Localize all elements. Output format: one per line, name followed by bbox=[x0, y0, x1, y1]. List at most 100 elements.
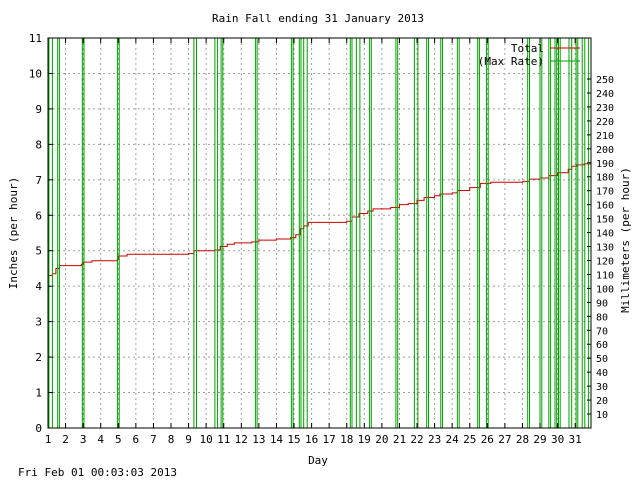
max-rate-spike bbox=[193, 38, 197, 428]
max-rate-spike bbox=[477, 38, 480, 428]
chart-title: Rain Fall ending 31 January 2013 bbox=[212, 12, 424, 25]
x-tick-label: 31 bbox=[569, 433, 582, 446]
y2-tick-label: 200 bbox=[596, 145, 614, 156]
y2-tick-label: 40 bbox=[596, 368, 608, 379]
y-tick-label: 4 bbox=[35, 280, 42, 293]
x-tick-label: 28 bbox=[516, 433, 529, 446]
max-rate-spike bbox=[539, 38, 543, 428]
x-tick-label: 18 bbox=[340, 433, 353, 446]
x-tick-label: 24 bbox=[446, 433, 460, 446]
x-tick-label: 12 bbox=[235, 433, 248, 446]
total-series bbox=[48, 161, 592, 276]
y2-tick-label: 220 bbox=[596, 117, 614, 128]
axis-ticks: 1 2 3 4 5 6 7 8 9 10 11 12 13 14 15 16 17 18 19 20 21 22 23 24 2… bbox=[29, 32, 614, 446]
y2-tick-label: 120 bbox=[596, 256, 614, 267]
legend: Total (Max Rate) bbox=[478, 42, 580, 68]
max-rate-spike bbox=[558, 38, 561, 428]
x-tick-label: 21 bbox=[393, 433, 406, 446]
y2-tick-label: 240 bbox=[596, 89, 614, 100]
max-rate-spike bbox=[48, 38, 53, 428]
max-rate-spike bbox=[349, 38, 353, 428]
max-rate-spike bbox=[575, 38, 579, 428]
y2-tick-label: 100 bbox=[596, 284, 614, 295]
y2-tick-label: 150 bbox=[596, 215, 614, 226]
max-rate-spike bbox=[395, 38, 399, 428]
y-tick-label: 2 bbox=[35, 351, 42, 364]
x-tick-label: 25 bbox=[463, 433, 476, 446]
x-tick-label: 30 bbox=[551, 433, 564, 446]
grid-layer bbox=[48, 38, 591, 428]
max-rate-spike bbox=[554, 38, 558, 428]
y-tick-label: 5 bbox=[35, 245, 42, 258]
y2-tick-label: 20 bbox=[596, 396, 608, 407]
timestamp: Fri Feb 01 00:03:03 2013 bbox=[18, 466, 177, 479]
y-tick-label: 0 bbox=[35, 422, 42, 435]
max-rate-spike bbox=[214, 38, 219, 428]
x-tick-label: 14 bbox=[270, 433, 284, 446]
y2-tick-label: 180 bbox=[596, 173, 614, 184]
x-tick-label: 9 bbox=[185, 433, 192, 446]
x-tick-label: 5 bbox=[115, 433, 122, 446]
max-rate-spike bbox=[413, 38, 419, 428]
x-tick-label: 15 bbox=[287, 433, 300, 446]
x-tick-label: 2 bbox=[62, 433, 69, 446]
x-tick-label: 4 bbox=[97, 433, 104, 446]
x-tick-label: 29 bbox=[533, 433, 546, 446]
y-tick-label: 10 bbox=[29, 67, 42, 80]
y2-tick-label: 70 bbox=[596, 326, 608, 337]
y-axis-label: Inches (per hour) bbox=[7, 177, 20, 290]
max-rate-spike bbox=[485, 38, 489, 428]
x-tick-label: 13 bbox=[252, 433, 265, 446]
y2-tick-label: 60 bbox=[596, 340, 608, 351]
max-rate-spike bbox=[568, 38, 573, 428]
y-tick-label: 7 bbox=[35, 174, 42, 187]
legend-total-label: Total bbox=[511, 42, 544, 55]
y2-tick-label: 170 bbox=[596, 187, 614, 198]
y2-tick-label: 250 bbox=[596, 75, 614, 86]
y2-tick-label: 30 bbox=[596, 382, 608, 393]
y2-tick-label: 50 bbox=[596, 354, 608, 365]
y2-tick-label: 160 bbox=[596, 201, 614, 212]
max-rate-spike bbox=[57, 38, 60, 428]
plot-frame bbox=[47, 37, 592, 429]
y2-tick-label: 230 bbox=[596, 103, 614, 114]
max-rate-spike bbox=[440, 38, 443, 428]
y2-tick-label: 90 bbox=[596, 298, 608, 309]
max-rate-spike bbox=[303, 38, 308, 428]
y2-tick-label: 190 bbox=[596, 159, 614, 170]
max-rate-spike bbox=[220, 38, 224, 428]
y2-tick-label: 10 bbox=[596, 410, 608, 421]
max-rate-spike bbox=[548, 38, 552, 428]
x-tick-label: 7 bbox=[150, 433, 157, 446]
max-rate-spike bbox=[290, 38, 294, 428]
y-tick-label: 11 bbox=[29, 32, 42, 45]
y2-tick-label: 80 bbox=[596, 312, 608, 323]
x-tick-label: 16 bbox=[305, 433, 318, 446]
max-rate-spike bbox=[369, 38, 372, 428]
total-line bbox=[48, 161, 592, 276]
max-rate-spike bbox=[581, 38, 586, 428]
x-tick-label: 22 bbox=[410, 433, 423, 446]
x-axis-label: Day bbox=[308, 454, 328, 467]
max-rate-spike bbox=[426, 38, 429, 428]
max-rate-spike bbox=[456, 38, 460, 428]
max-rate-spike bbox=[527, 38, 530, 428]
x-tick-label: 23 bbox=[428, 433, 441, 446]
max-rate-spike bbox=[355, 38, 361, 428]
x-tick-label: 8 bbox=[168, 433, 175, 446]
y-tick-label: 6 bbox=[35, 209, 42, 222]
max-rate-series bbox=[48, 38, 592, 428]
y-tick-label: 9 bbox=[35, 103, 42, 116]
x-tick-label: 27 bbox=[498, 433, 511, 446]
y2-axis-label: Millimeters (per hour) bbox=[619, 167, 632, 313]
x-tick-label: 3 bbox=[80, 433, 87, 446]
x-tick-label: 19 bbox=[358, 433, 371, 446]
x-tick-label: 11 bbox=[217, 433, 230, 446]
legend-max-rate-label: (Max Rate) bbox=[478, 55, 544, 68]
y-tick-label: 8 bbox=[35, 138, 42, 151]
y2-tick-label: 110 bbox=[596, 270, 614, 281]
y2-tick-label: 140 bbox=[596, 229, 614, 240]
x-tick-label: 10 bbox=[200, 433, 213, 446]
y2-tick-label: 210 bbox=[596, 131, 614, 142]
